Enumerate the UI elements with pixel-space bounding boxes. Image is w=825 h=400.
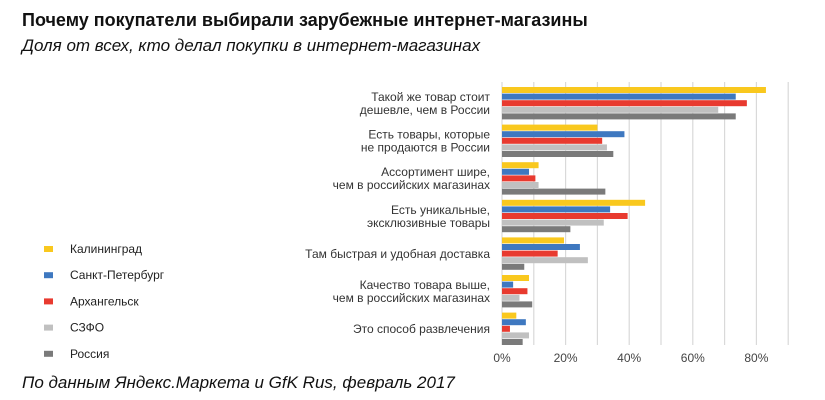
bar-5: [502, 113, 736, 120]
bar-4: [502, 219, 604, 226]
bar-3: [502, 288, 528, 295]
bar-5: [502, 226, 571, 233]
bar-1: [502, 199, 646, 206]
bar-2: [502, 244, 580, 250]
source-note: По данным Яндекс.Маркета и GfK Rus, февр…: [22, 373, 455, 392]
bar-2: [502, 93, 736, 100]
category-label: Качество товара выше,: [360, 278, 490, 292]
legend-swatch: [44, 324, 53, 331]
chart-subtitle: Доля от всех, кто делал покупки в интерн…: [22, 36, 481, 55]
category-label: чем в российских магазинах: [333, 178, 490, 192]
category-label: Такой же товар стоит: [371, 90, 490, 104]
legend-label: Россия: [70, 347, 109, 361]
bar-2: [502, 206, 611, 213]
bar-4: [502, 182, 539, 188]
bar-5: [502, 151, 614, 157]
bar-4: [502, 144, 607, 151]
bar-2: [502, 319, 526, 326]
bar-1: [502, 124, 598, 131]
x-tick-label: 80%: [744, 351, 768, 365]
bar-1: [502, 87, 766, 93]
bar-5: [502, 301, 533, 308]
bar-2: [502, 131, 625, 138]
x-tick-label: 40%: [617, 351, 641, 365]
category-label: Есть товары, которые: [368, 128, 490, 142]
bar-2: [502, 168, 530, 175]
chart-title: Почему покупатели выбирали зарубежные ин…: [22, 10, 588, 30]
bar-3: [502, 250, 558, 257]
legend-label: СЗФО: [70, 321, 104, 335]
legend-swatch: [44, 272, 53, 279]
bar-5: [502, 339, 523, 345]
category-label: Ассортимент шире,: [381, 165, 490, 179]
bar-3: [502, 137, 603, 144]
legend-label: Архангельск: [70, 294, 139, 308]
bar-4: [502, 257, 588, 264]
bar-1: [502, 237, 565, 244]
bar-5: [502, 263, 525, 270]
category-label: Там быстрая и удобная доставка: [305, 247, 490, 261]
x-tick-label: 20%: [554, 351, 578, 365]
category-label: дешевле, чем в России: [360, 103, 490, 117]
bar-4: [502, 294, 520, 301]
bar-1: [502, 312, 517, 319]
legend-swatch: [44, 298, 53, 305]
category-label: чем в российских магазинах: [333, 291, 490, 305]
category-label: Есть уникальные,: [391, 203, 490, 217]
legend-swatch: [44, 246, 53, 252]
x-tick-label: 60%: [681, 351, 705, 365]
legend-label: Санкт-Петербург: [70, 268, 165, 282]
bar-3: [502, 100, 747, 107]
bar-3: [502, 213, 628, 219]
category-label: эксклюзивные товары: [367, 216, 490, 230]
bar-3: [502, 325, 510, 332]
legend-swatch: [44, 350, 53, 357]
legend-label: Калининград: [70, 242, 142, 256]
x-tick-label: 0%: [493, 351, 511, 365]
bar-1: [502, 275, 530, 281]
bar-4: [502, 332, 530, 339]
bar-3: [502, 175, 536, 182]
category-label: Это способ развлечения: [353, 322, 490, 336]
bar-4: [502, 106, 719, 113]
bar-2: [502, 281, 514, 288]
category-label: не продаются в России: [361, 141, 490, 155]
bar-1: [502, 162, 539, 169]
bar-5: [502, 188, 606, 195]
